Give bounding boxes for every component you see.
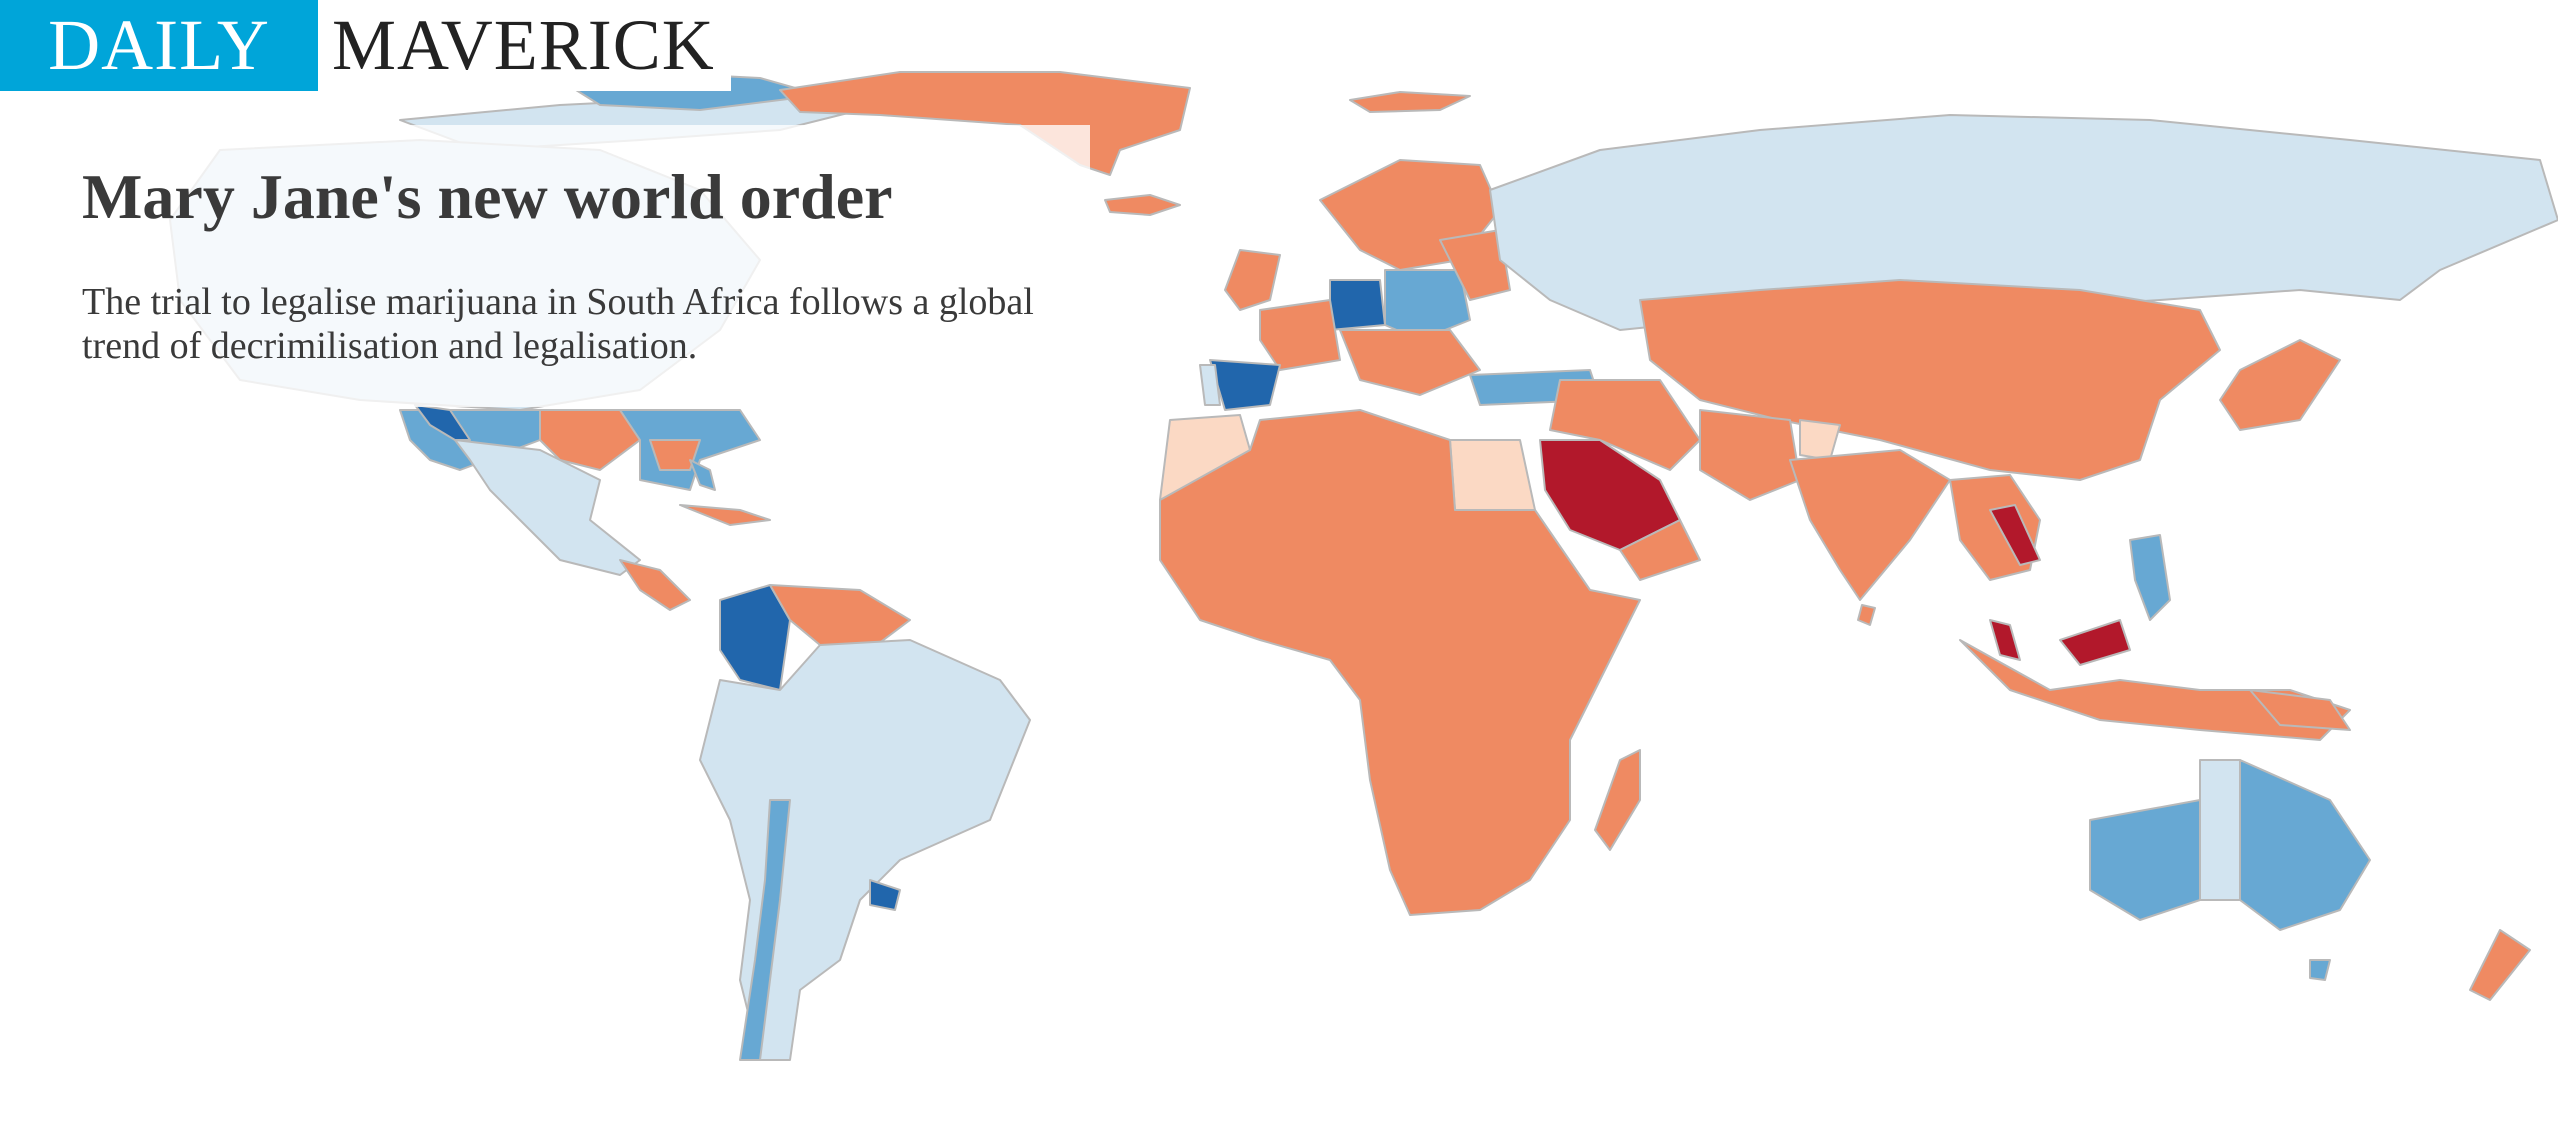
- brand-daily: DAILY: [0, 0, 318, 91]
- region-papua: [2249, 689, 2351, 731]
- region-kazakhstan-china: [1639, 279, 2221, 481]
- region-laos: [1989, 504, 2041, 566]
- region-svalbard: [1349, 91, 1471, 113]
- region-afghanistan-pakistan: [1699, 409, 1801, 501]
- region-egypt: [1449, 439, 1536, 511]
- region-malaysia: [1989, 619, 2021, 661]
- region-eastern-europe: [1439, 229, 1511, 301]
- region-spain: [1209, 359, 1281, 411]
- region-australia-west: [2089, 799, 2201, 921]
- region-borneo: [2059, 619, 2131, 666]
- region-tasmania: [2309, 959, 2331, 981]
- region-caribbean: [679, 504, 771, 526]
- region-madagascar: [1594, 749, 1641, 851]
- region-indonesia: [1959, 639, 2351, 741]
- region-korea-japan: [2219, 339, 2341, 431]
- page-subtitle: The trial to legalise marijuana in South…: [82, 281, 1034, 367]
- region-philippines: [2129, 534, 2171, 621]
- region-uruguay: [869, 879, 901, 911]
- header-panel: [0, 125, 1090, 407]
- region-middle-east: [1549, 379, 1701, 471]
- region-italy-balkans: [1339, 329, 1481, 396]
- region-portugal: [1199, 364, 1221, 406]
- brand-logo[interactable]: DAILY MAVERICK: [0, 0, 731, 91]
- page-title: Mary Jane's new world order: [82, 161, 893, 232]
- region-yemen-oman: [1619, 519, 1701, 581]
- region-australia-central: [2199, 759, 2241, 901]
- region-florida: [689, 459, 716, 491]
- region-france: [1259, 299, 1341, 371]
- region-germany: [1329, 279, 1386, 331]
- region-australia-east: [2239, 759, 2371, 931]
- region-russia: [1489, 114, 2558, 331]
- region-nepal: [1799, 419, 1841, 461]
- region-iceland: [1104, 194, 1181, 216]
- region-africa: [1159, 409, 1641, 916]
- region-central-america: [619, 559, 691, 611]
- region-uk: [1224, 249, 1281, 311]
- region-brazil-peru: [699, 639, 1031, 1061]
- region-sri-lanka: [1857, 604, 1876, 626]
- region-india: [1789, 449, 1951, 601]
- brand-maverick: MAVERICK: [318, 0, 731, 91]
- region-usa-southeast: [649, 439, 701, 471]
- region-chile: [739, 799, 791, 1061]
- region-new-zealand: [2469, 929, 2531, 1001]
